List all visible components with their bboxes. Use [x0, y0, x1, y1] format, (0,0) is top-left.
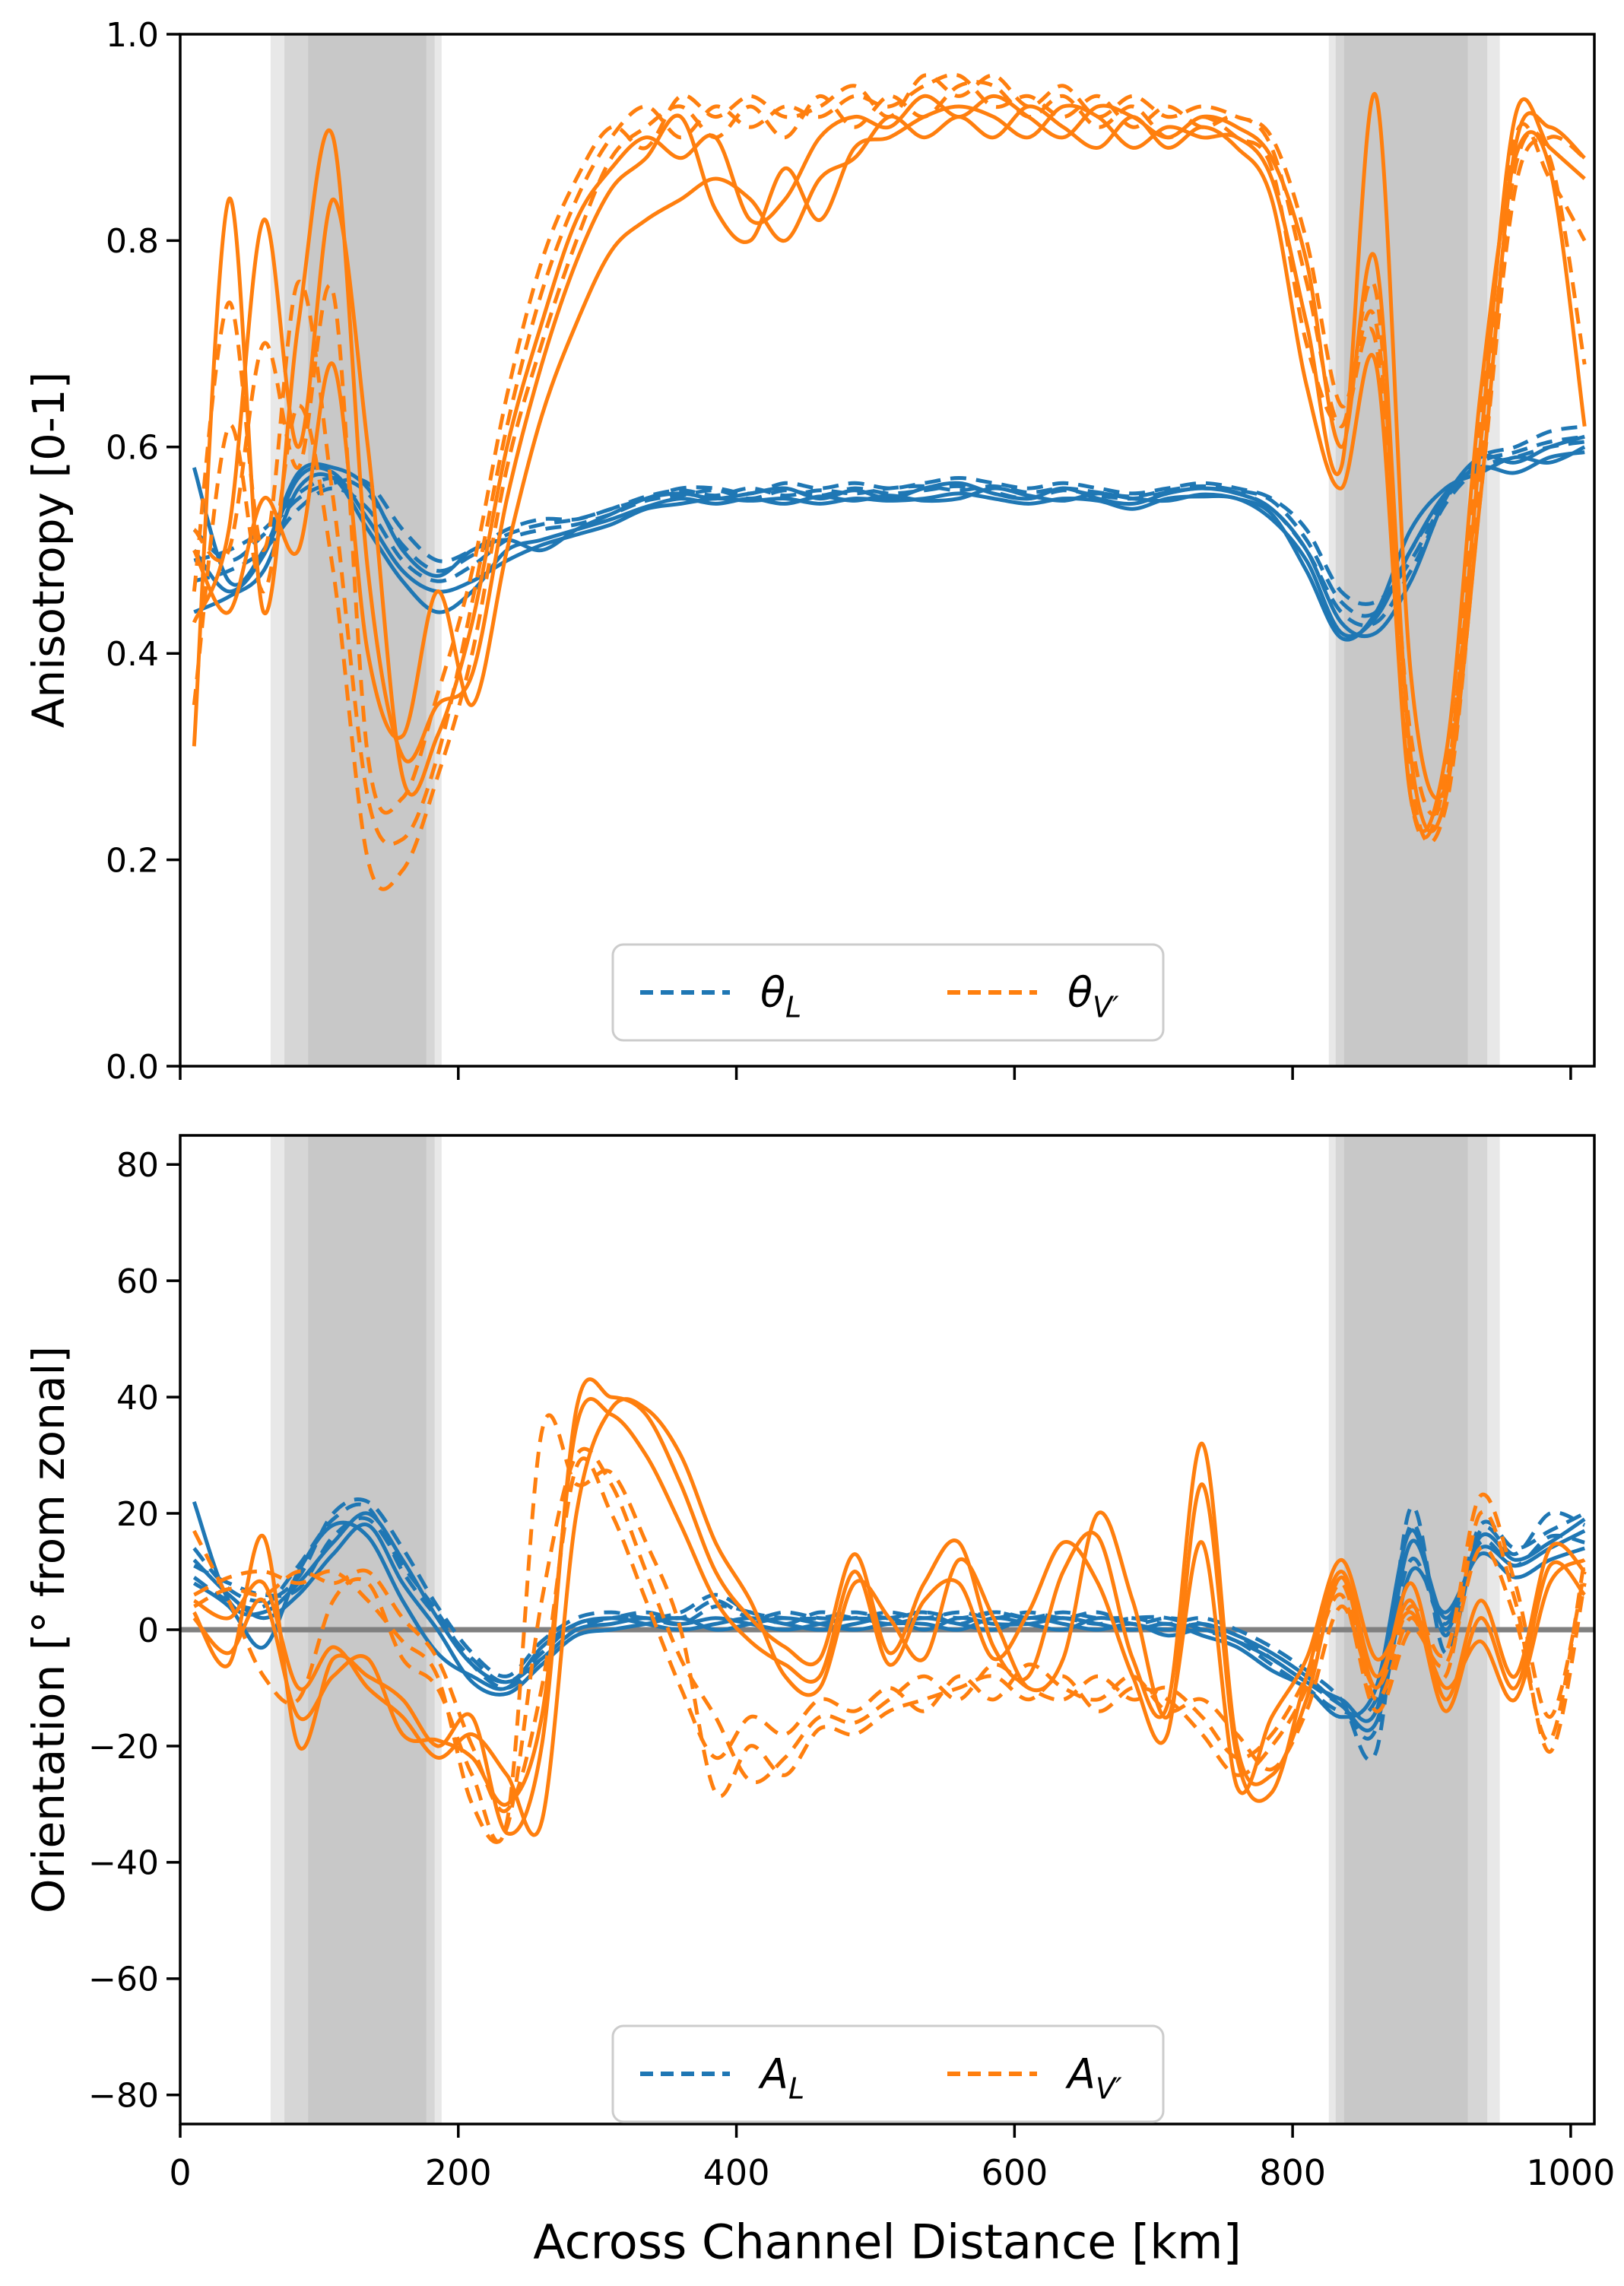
y-tick-label: −60: [88, 1961, 159, 1999]
y-tick-label: 0: [138, 1611, 159, 1650]
series-line-theta-V-run-1: [192, 91, 1586, 801]
legend-box: [611, 943, 1165, 1042]
x-tick-label: 600: [981, 2152, 1048, 2193]
y-tick-label: 60: [116, 1262, 159, 1301]
legend-box: [611, 2024, 1165, 2123]
series-group: [192, 1377, 1587, 1844]
series-line-A-L-run-5: [192, 1502, 1586, 1741]
y-tick-label: 20: [116, 1495, 159, 1534]
legend-label: AV′: [1065, 2049, 1122, 2105]
panel-0: 0.0 0.2 0.4 0.6 0.8 1.0 θL θV′: [106, 16, 1596, 1087]
series-line-A-V-run-6: [193, 1456, 1587, 1814]
x-tick-label: 1000: [1526, 2152, 1615, 2193]
series-line-A-V-run-4: [192, 1413, 1587, 1844]
x-tick-label: 400: [703, 2152, 770, 2193]
bottom-y-axis-label: Orientation [° from zonal]: [23, 1345, 75, 1914]
y-tick-label: 0.2: [106, 841, 159, 880]
x-tick-label: 200: [425, 2152, 492, 2193]
series-line-theta-L-run-1: [192, 434, 1585, 639]
x-tick-label: 0: [169, 2152, 191, 2193]
y-tick-label: 0.4: [106, 635, 159, 674]
legend: AL AV′: [611, 2024, 1165, 2123]
series-line-A-V-run-2: [192, 1397, 1586, 1837]
legend: θL θV′: [611, 943, 1165, 1042]
y-tick-label: 80: [116, 1146, 159, 1185]
top-y-axis-label: Anisotropy [0-1]: [23, 371, 75, 729]
series-line-theta-L-run-6: [193, 434, 1585, 618]
series-line-theta-L-run-4: [192, 424, 1585, 606]
y-tick-label: 1.0: [106, 16, 159, 55]
y-tick-label: 0.8: [106, 222, 159, 261]
y-tick-label: 0.0: [106, 1048, 159, 1087]
x-axis-label: Across Channel Distance [km]: [533, 2214, 1242, 2270]
y-tick-label: 0.6: [106, 429, 159, 468]
y-tick-label: −20: [88, 1728, 159, 1767]
series-line-A-L-run-4: [192, 1497, 1586, 1762]
series-line-A-L-run-6: [193, 1516, 1585, 1718]
series-group: [192, 72, 1587, 891]
shaded-band-dark-5: [1343, 34, 1468, 1066]
series-line-A-V-run-5: [193, 1446, 1587, 1844]
y-tick-label: 40: [116, 1379, 159, 1418]
series-line-theta-V-run-6: [192, 73, 1587, 817]
axes-spines: [179, 33, 1596, 1068]
x-tick-label: 800: [1259, 2152, 1326, 2193]
y-tick-label: −40: [88, 1844, 159, 1883]
y-tick-label: −80: [88, 2077, 159, 2116]
series-line-theta-L-run-3: [193, 445, 1586, 642]
